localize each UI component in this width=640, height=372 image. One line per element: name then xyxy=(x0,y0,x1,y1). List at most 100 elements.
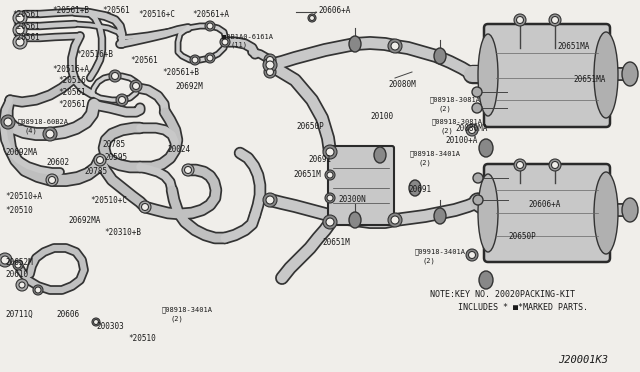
Circle shape xyxy=(266,57,273,64)
Circle shape xyxy=(130,80,142,92)
Circle shape xyxy=(1,115,15,129)
Text: (2): (2) xyxy=(418,159,431,166)
Text: *20510+C: *20510+C xyxy=(90,196,127,205)
Text: *20561: *20561 xyxy=(130,56,157,65)
Text: (2): (2) xyxy=(170,315,183,321)
Text: 20692MA: 20692MA xyxy=(5,148,37,157)
Text: ■0B1A0-6161A: ■0B1A0-6161A xyxy=(222,34,273,40)
Text: INCLUDES * ■*MARKED PARTS.: INCLUDES * ■*MARKED PARTS. xyxy=(438,303,588,312)
Circle shape xyxy=(323,145,337,159)
Circle shape xyxy=(468,251,476,259)
Text: 20080M: 20080M xyxy=(388,80,416,89)
Circle shape xyxy=(468,126,476,134)
Circle shape xyxy=(516,161,524,169)
Circle shape xyxy=(16,279,28,291)
Circle shape xyxy=(1,256,9,264)
Text: *20516+A: *20516+A xyxy=(52,65,89,74)
Text: *20561+B: *20561+B xyxy=(52,6,89,15)
Ellipse shape xyxy=(472,87,482,97)
Circle shape xyxy=(388,213,402,227)
Circle shape xyxy=(97,157,104,164)
Text: ⓝ08918-60B2A: ⓝ08918-60B2A xyxy=(18,118,69,125)
Circle shape xyxy=(93,320,99,324)
Text: 20610: 20610 xyxy=(5,270,28,279)
Circle shape xyxy=(264,66,276,78)
Text: 20100+A: 20100+A xyxy=(445,136,477,145)
Text: (4): (4) xyxy=(24,127,36,134)
Ellipse shape xyxy=(434,48,446,64)
Text: ⓝ08918-3081A: ⓝ08918-3081A xyxy=(432,118,483,125)
Text: *20510+A: *20510+A xyxy=(5,192,42,201)
Circle shape xyxy=(326,148,334,156)
Circle shape xyxy=(514,14,526,26)
Ellipse shape xyxy=(473,173,483,183)
Text: 20711Q: 20711Q xyxy=(5,310,33,319)
Circle shape xyxy=(549,14,561,26)
Circle shape xyxy=(552,16,559,23)
Circle shape xyxy=(552,161,559,169)
Text: 20692MA: 20692MA xyxy=(68,216,100,225)
Text: *20510: *20510 xyxy=(5,206,33,215)
Text: 20300N: 20300N xyxy=(338,195,365,204)
Text: 20692M: 20692M xyxy=(175,82,203,91)
Text: 20651MA: 20651MA xyxy=(573,75,605,84)
Circle shape xyxy=(516,16,524,23)
Circle shape xyxy=(205,21,215,31)
Text: 20785: 20785 xyxy=(102,140,125,149)
Circle shape xyxy=(92,318,100,326)
Circle shape xyxy=(323,215,337,229)
Text: *20561+A: *20561+A xyxy=(192,10,229,19)
Text: *20516+C: *20516+C xyxy=(138,10,175,19)
Circle shape xyxy=(13,23,27,37)
Circle shape xyxy=(514,159,526,171)
Circle shape xyxy=(139,201,151,213)
Text: 20606+A: 20606+A xyxy=(318,6,350,15)
Circle shape xyxy=(308,14,316,22)
Circle shape xyxy=(16,38,24,46)
Circle shape xyxy=(118,96,125,103)
Circle shape xyxy=(263,58,277,72)
Circle shape xyxy=(266,61,274,69)
Text: ⓝ08918-3401A: ⓝ08918-3401A xyxy=(410,150,461,157)
Text: 20602: 20602 xyxy=(46,158,69,167)
Circle shape xyxy=(141,203,148,211)
Circle shape xyxy=(266,68,273,76)
Text: 20651M: 20651M xyxy=(293,170,321,179)
Circle shape xyxy=(391,42,399,50)
Text: 20650P: 20650P xyxy=(296,122,324,131)
FancyBboxPatch shape xyxy=(328,146,394,225)
Text: *20510: *20510 xyxy=(128,334,156,343)
Text: 20024: 20024 xyxy=(167,145,190,154)
Ellipse shape xyxy=(434,208,446,224)
Text: (2): (2) xyxy=(423,257,436,263)
Circle shape xyxy=(94,154,106,166)
Circle shape xyxy=(49,176,56,183)
Circle shape xyxy=(0,253,12,267)
Circle shape xyxy=(46,130,54,138)
Circle shape xyxy=(111,73,118,80)
Circle shape xyxy=(310,16,314,20)
Text: 20691: 20691 xyxy=(308,155,331,164)
Text: *20561+B: *20561+B xyxy=(162,68,199,77)
Text: 20100: 20100 xyxy=(370,112,393,121)
Circle shape xyxy=(466,249,478,261)
Circle shape xyxy=(33,285,43,295)
Text: *20561: *20561 xyxy=(12,33,40,42)
Text: *20561: *20561 xyxy=(12,10,40,19)
Circle shape xyxy=(222,39,228,45)
Text: (2): (2) xyxy=(440,127,452,134)
Circle shape xyxy=(16,26,24,34)
Text: 20651MA: 20651MA xyxy=(557,42,589,51)
Circle shape xyxy=(4,118,12,126)
Circle shape xyxy=(13,11,27,25)
Circle shape xyxy=(391,216,399,224)
Circle shape xyxy=(466,124,478,136)
Ellipse shape xyxy=(594,32,618,118)
Text: *20561: *20561 xyxy=(102,6,130,15)
Circle shape xyxy=(19,282,25,288)
Text: 20595: 20595 xyxy=(104,153,127,162)
Circle shape xyxy=(325,170,335,180)
Circle shape xyxy=(220,37,230,47)
Ellipse shape xyxy=(622,62,638,86)
Ellipse shape xyxy=(478,174,498,252)
